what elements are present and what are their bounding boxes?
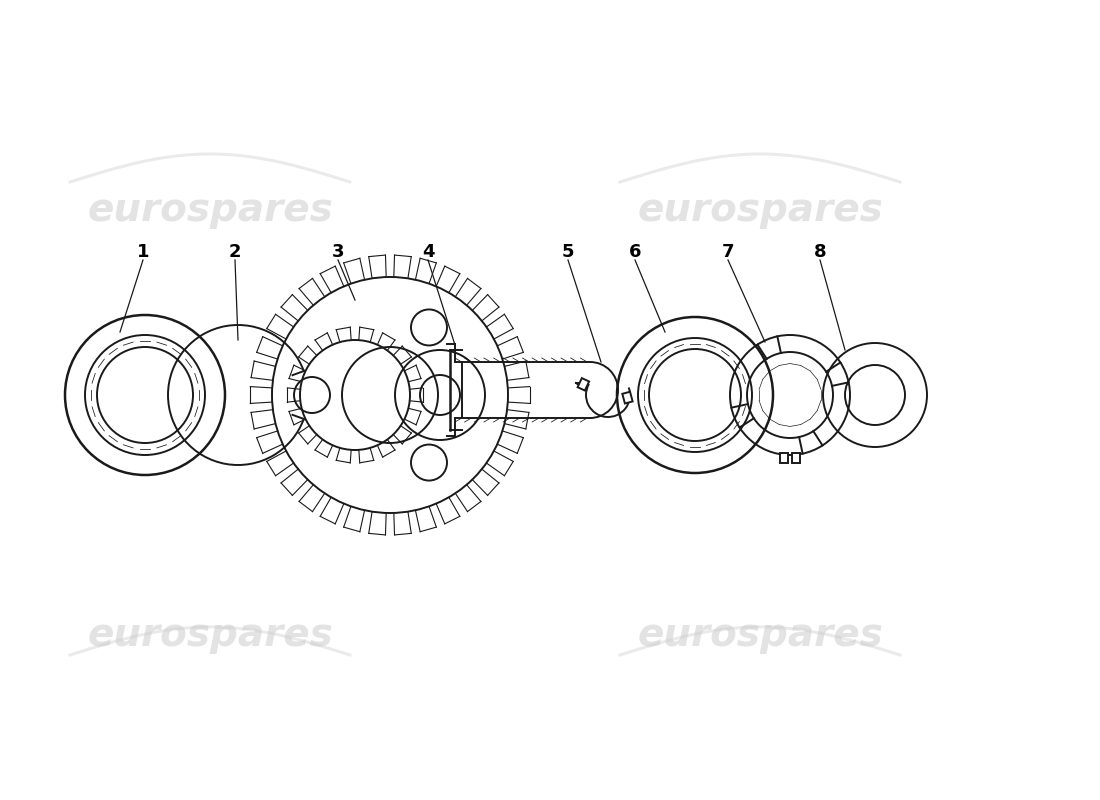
Text: 8: 8 <box>814 243 826 261</box>
Text: 2: 2 <box>229 243 241 261</box>
Bar <box>780 453 788 463</box>
Text: eurospares: eurospares <box>87 616 333 654</box>
Text: eurospares: eurospares <box>87 191 333 229</box>
Bar <box>792 453 800 463</box>
Bar <box>578 378 590 390</box>
Text: eurospares: eurospares <box>637 191 883 229</box>
Text: 7: 7 <box>722 243 735 261</box>
Text: 6: 6 <box>629 243 641 261</box>
Text: 5: 5 <box>562 243 574 261</box>
Text: 1: 1 <box>136 243 150 261</box>
Text: eurospares: eurospares <box>637 616 883 654</box>
Bar <box>623 392 632 403</box>
Text: 4: 4 <box>421 243 434 261</box>
Text: 3: 3 <box>332 243 344 261</box>
